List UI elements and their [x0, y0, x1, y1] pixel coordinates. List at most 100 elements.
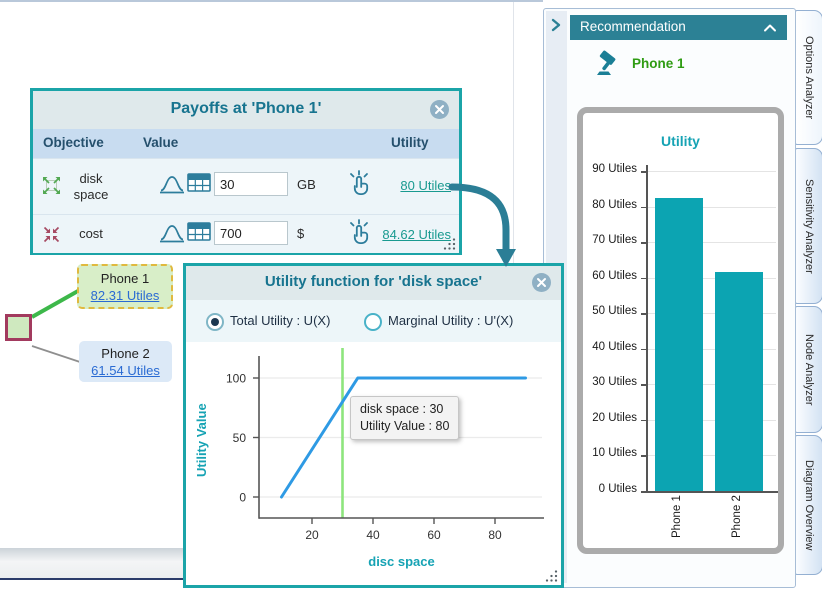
y-axis-label: Utility Value	[194, 403, 209, 477]
distribution-icon[interactable]	[159, 172, 185, 194]
gridline	[646, 419, 776, 421]
minimize-objective-icon	[41, 224, 62, 245]
y-tick-label: 0 Utiles	[598, 483, 637, 495]
tap-icon[interactable]	[347, 170, 372, 197]
svg-text:100: 100	[226, 372, 246, 386]
gridline	[646, 277, 776, 279]
option-node-phone1[interactable]: Phone 1 82.31 Utiles	[77, 264, 173, 309]
edge-phone1	[31, 289, 79, 319]
recommendation-header[interactable]: Recommendation	[570, 15, 787, 40]
objective-name: cost	[79, 226, 103, 241]
x-axis	[646, 491, 778, 493]
svg-text:50: 50	[233, 431, 247, 445]
objective-name: disk space	[73, 171, 109, 202]
y-tick	[641, 384, 646, 386]
tab-label: Diagram Overview	[803, 459, 815, 551]
utility-link-disk-space[interactable]: 80 Utiles	[400, 178, 451, 193]
gavel-icon	[594, 49, 622, 79]
bar-chart-title: Utility	[661, 133, 700, 149]
tab-sensitivity-analyzer[interactable]: Sensitivity Analyzer	[795, 148, 822, 304]
svg-text:0: 0	[239, 491, 246, 505]
y-tick-label: 60 Utiles	[592, 269, 637, 282]
cost-value-input[interactable]	[214, 221, 288, 245]
tab-label: Node Analyzer	[803, 333, 815, 406]
radio-total-utility-label: Total Utility : U(X)	[230, 313, 331, 328]
maximize-objective-icon	[41, 175, 62, 196]
option-node-phone2[interactable]: Phone 2 61.54 Utiles	[79, 341, 172, 382]
y-tick	[641, 206, 646, 209]
y-tick	[641, 455, 646, 457]
col-utility: Utility	[391, 135, 429, 150]
y-tick-label: 20 Utiles	[592, 411, 637, 424]
y-axis	[646, 165, 648, 492]
utility-link-cost[interactable]: 84.62 Utiles	[382, 227, 451, 242]
radio-total-utility[interactable]	[206, 313, 224, 331]
y-tick-label: 10 Utiles	[592, 447, 637, 460]
unit-label: $	[297, 226, 305, 241]
value-table-icon[interactable]	[187, 172, 212, 193]
option-label: Phone 1	[100, 270, 150, 286]
tree-edges	[31, 289, 81, 363]
decision-node[interactable]	[5, 314, 32, 341]
svg-text:20: 20	[305, 528, 319, 542]
y-tick	[641, 313, 646, 315]
y-tick-label: 50 Utiles	[592, 305, 637, 318]
gridline	[646, 313, 776, 315]
x-category-label: Phone 2	[731, 495, 743, 538]
unit-label: GB	[297, 177, 316, 192]
y-tick	[641, 242, 646, 244]
y-tick	[641, 277, 646, 280]
chevron-up-icon[interactable]	[763, 24, 777, 32]
y-tick-label: 70 Utiles	[592, 234, 637, 247]
gridline	[646, 171, 776, 172]
y-tick	[641, 171, 646, 173]
disk-space-value-input[interactable]	[214, 172, 288, 196]
y-tick-label: 30 Utiles	[592, 376, 637, 389]
tab-options-analyzer[interactable]: Options Analyzer	[795, 10, 822, 145]
option-label: Phone 2	[101, 345, 150, 361]
tooltip-line-1: disk space : 30	[360, 402, 444, 416]
recommendation-header-label: Recommendation	[580, 19, 686, 34]
bar-chart-plot: 0 Utiles 10 Utiles 20 Utiles 30 Utiles 40 Ut…	[583, 113, 778, 548]
y-tick-label: 40 Utiles	[592, 340, 637, 353]
tap-icon[interactable]	[347, 219, 372, 246]
svg-text:60: 60	[427, 528, 441, 542]
payoffs-dialog: Payoffs at 'Phone 1' Objective Value Uti…	[30, 88, 462, 255]
option-utility-link[interactable]: 61.54 Utiles	[91, 362, 160, 378]
gridline	[646, 242, 776, 244]
value-table-icon[interactable]	[187, 221, 212, 242]
x-category-label: Phone 1	[671, 495, 683, 538]
payoffs-dialog-title: Payoffs at 'Phone 1'	[170, 100, 322, 117]
bar-phone-2	[715, 272, 763, 491]
resize-grip-icon[interactable]	[545, 569, 558, 582]
radio-marginal-utility[interactable]	[364, 313, 382, 331]
chart-tooltip: disk space : 30 Utility Value : 80	[350, 396, 460, 440]
edge-phone2	[31, 345, 81, 363]
tab-label: Sensitivity Analyzer	[803, 178, 815, 274]
canvas-top-border	[0, 0, 543, 2]
tooltip-line-2: Utility Value : 80	[360, 419, 450, 433]
close-icon[interactable]	[532, 273, 551, 292]
option-utility-link[interactable]: 82.31 Utiles	[90, 287, 160, 303]
x-axis-label: disc space	[368, 554, 435, 569]
resize-grip-icon[interactable]	[443, 237, 456, 250]
y-tick	[641, 491, 646, 493]
payoff-row-cost: cost $ 84.62 Utiles	[33, 214, 459, 253]
payoffs-column-header: Objective Value Utility	[33, 129, 459, 158]
y-tick-label: 90 Utiles	[592, 163, 637, 175]
close-icon[interactable]	[430, 100, 449, 119]
gridline	[646, 455, 776, 457]
payoffs-dialog-header[interactable]: Payoffs at 'Phone 1'	[33, 91, 459, 129]
recommendation-chart-card: Utility 0 Utiles 10 Utiles 20 Utiles 30 Uti…	[577, 107, 784, 554]
utility-function-dialog: Utility function for 'disk space' Total …	[183, 263, 564, 588]
utility-function-chart: 0 50 100 20 40 60 80 Utility Value disc space …	[186, 342, 561, 585]
tab-diagram-overview[interactable]: Diagram Overview	[795, 435, 822, 575]
gridline	[646, 384, 776, 386]
distribution-icon[interactable]	[159, 221, 185, 243]
recommendation-panel: Recommendation Phone 1 Utility 0 Utiles 1…	[543, 8, 796, 588]
utility-line-chart-svg: 0 50 100 20 40 60 80	[226, 348, 544, 542]
y-tick	[641, 419, 646, 422]
tab-node-analyzer[interactable]: Node Analyzer	[795, 306, 822, 433]
chevron-right-icon[interactable]	[551, 18, 561, 32]
utility-dialog-header[interactable]: Utility function for 'disk space'	[186, 266, 561, 300]
